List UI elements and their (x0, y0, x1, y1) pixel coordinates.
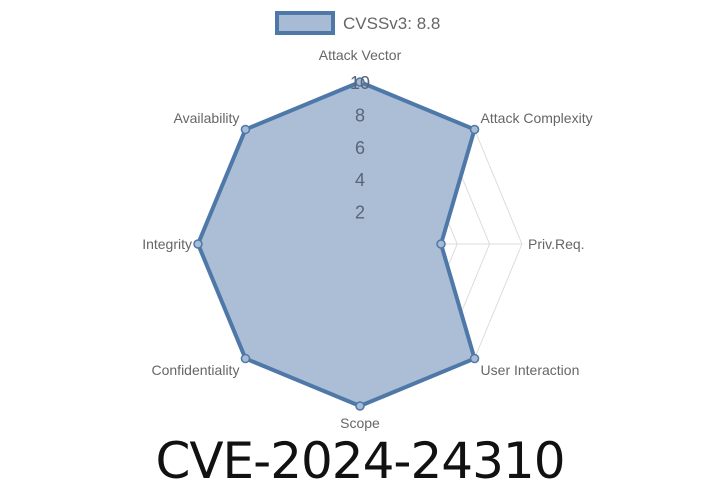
axis-label: Scope (340, 415, 380, 431)
axis-label: User Interaction (481, 362, 580, 378)
axis-label: Attack Vector (319, 47, 402, 63)
axis-label: Priv.Req. (528, 236, 585, 252)
data-point (355, 401, 365, 411)
tick-label: 4 (355, 170, 365, 190)
series-area (196, 80, 477, 408)
tick-label: 2 (355, 203, 365, 223)
data-point (355, 77, 365, 87)
tick-label: 10 (350, 73, 370, 93)
page-title: CVE-2024-24310 (155, 432, 565, 490)
data-point (193, 239, 203, 249)
data-point (436, 239, 446, 249)
tick-label: 6 (355, 138, 365, 158)
data-point (240, 353, 251, 364)
data-point (240, 124, 251, 135)
tick-label: 8 (355, 105, 365, 125)
data-point (469, 124, 480, 135)
axis-label: Attack Complexity (481, 110, 593, 126)
data-point (469, 353, 480, 364)
axis-label: Confidentiality (152, 362, 240, 378)
axis-label: Integrity (142, 236, 192, 252)
legend-label: CVSSv3: 8.8 (343, 14, 440, 33)
axis-label: Availability (174, 110, 240, 126)
legend-swatch (275, 11, 335, 35)
